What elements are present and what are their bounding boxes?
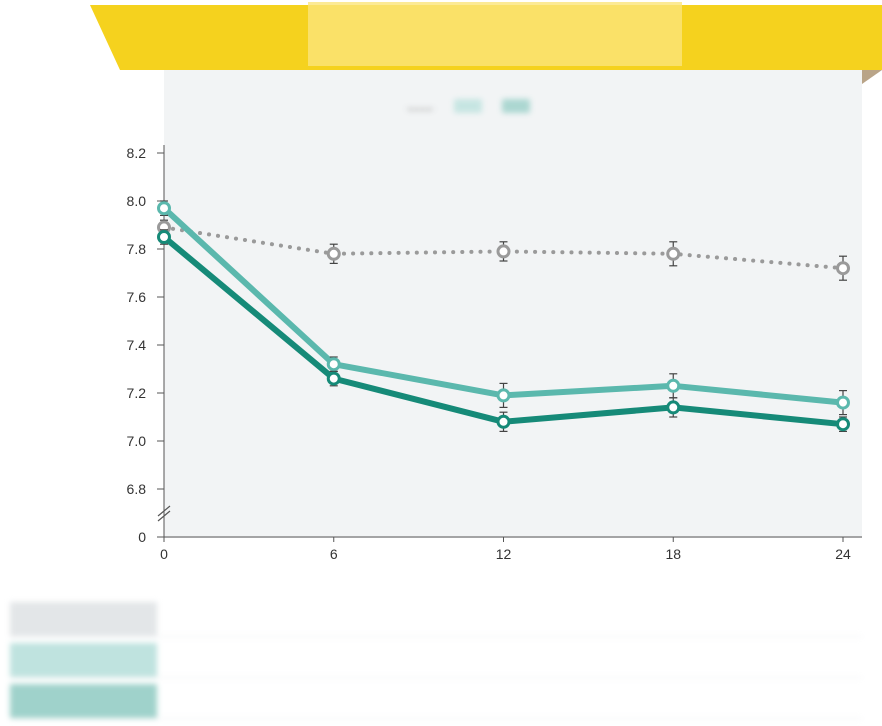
series-line-1	[161, 205, 846, 406]
banner-title-highlight	[308, 2, 682, 66]
table-cell	[298, 684, 439, 719]
y-tick-label: 7.2	[127, 385, 147, 401]
axes: 0 6.8 7.0 7.2 7.4 7.6 7.8 8.0 8.2 0 6 12 18 24	[127, 145, 862, 562]
data-point	[496, 388, 511, 403]
data-point	[326, 371, 341, 386]
table-row-header	[10, 602, 157, 637]
axis-break-mark	[157, 510, 171, 522]
table-cell	[298, 643, 439, 678]
data-point	[836, 417, 850, 432]
table-row-header	[10, 643, 157, 678]
banner-fold	[860, 70, 882, 84]
data-table	[10, 596, 862, 725]
table-cell	[721, 684, 862, 719]
table-cell	[580, 684, 721, 719]
table-row	[10, 684, 862, 719]
table-cell	[439, 684, 580, 719]
legend-swatch-0	[406, 102, 434, 111]
y-tick-label: 7.8	[127, 241, 147, 257]
legend-item-2	[502, 99, 536, 113]
series-layer	[157, 200, 850, 432]
table-cell	[580, 602, 721, 637]
data-point	[157, 201, 171, 216]
data-point	[666, 400, 681, 415]
y-tick-label: 7.0	[127, 433, 147, 449]
table-cell	[157, 643, 298, 678]
y-tick-label: 7.6	[127, 289, 147, 305]
legend-item-1	[454, 99, 488, 113]
table-cell	[721, 602, 862, 637]
table-cell	[721, 643, 862, 678]
table-cell	[439, 602, 580, 637]
table-cell	[298, 602, 439, 637]
table-row-header	[10, 684, 157, 719]
x-tick-label: 18	[665, 546, 681, 562]
y-tick-label: 8.2	[127, 145, 147, 161]
x-tick-label: 0	[160, 546, 168, 562]
legend-item-0	[406, 102, 440, 111]
data-point	[496, 414, 511, 429]
table-cell	[580, 643, 721, 678]
line-chart: 0 6.8 7.0 7.2 7.4 7.6 7.8 8.0 8.2 0 6 12 18 24	[127, 145, 862, 562]
data-point	[836, 261, 850, 276]
x-axis-label	[470, 566, 550, 586]
legend-swatch-2	[502, 99, 530, 113]
y-tick-label: 6.8	[127, 481, 147, 497]
x-tick-label: 12	[496, 546, 512, 562]
x-tick-label: 6	[330, 546, 338, 562]
data-point	[496, 244, 511, 259]
y-axis-label	[80, 310, 120, 370]
table-row	[10, 643, 862, 678]
data-point	[326, 357, 341, 372]
legend-swatch-1	[454, 99, 482, 113]
table-cell	[157, 684, 298, 719]
banner-shape	[90, 2, 882, 84]
title-banner	[0, 0, 882, 84]
y-tick-label: 7.4	[127, 337, 147, 353]
data-point	[157, 230, 171, 244]
y-tick-label: 0	[138, 529, 146, 545]
data-point	[326, 246, 341, 261]
axis-break-mark	[157, 505, 171, 517]
table-row	[10, 602, 862, 637]
data-point	[666, 246, 681, 261]
y-tick-label: 8.0	[127, 193, 147, 209]
table-cell	[439, 643, 580, 678]
legend	[406, 92, 858, 120]
data-point	[836, 395, 850, 410]
data-point	[666, 378, 681, 393]
table-cell	[157, 602, 298, 637]
plot-area	[164, 70, 862, 538]
x-tick-label: 24	[835, 546, 851, 562]
